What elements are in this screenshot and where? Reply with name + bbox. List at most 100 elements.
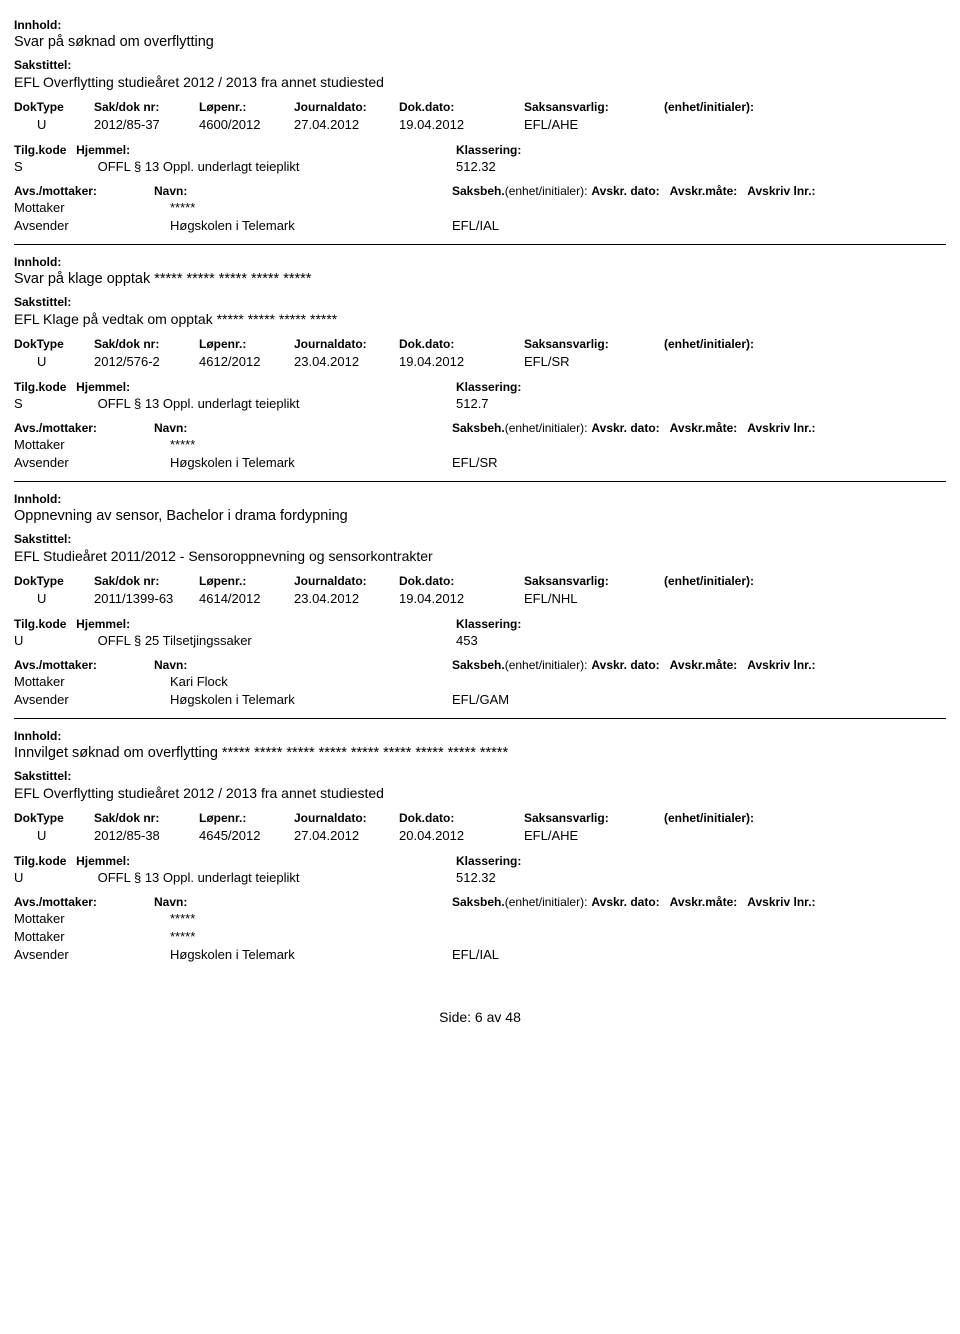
- hjemmel-header-row: Tilg.kode Hjemmel: Klassering:: [14, 616, 946, 631]
- tilgkode-value: S: [14, 159, 94, 174]
- innhold-label: Innhold:: [14, 492, 946, 506]
- saksansvarlig-value: EFL/NHL: [524, 591, 664, 606]
- sakstittel-label: Sakstittel:: [14, 532, 946, 546]
- klassering-label: Klassering:: [456, 854, 521, 868]
- dokdato-value: 19.04.2012: [399, 591, 524, 606]
- avsmottaker-label: Avs./mottaker:: [14, 658, 154, 672]
- party-role: Mottaker: [14, 911, 170, 926]
- avskriv-lnr-label: Avskriv lnr.:: [747, 658, 815, 672]
- journaldato-label: Journaldato:: [294, 337, 399, 351]
- party-name: Høgskolen i Telemark: [170, 692, 452, 707]
- tilgkode-value: U: [14, 633, 94, 648]
- tilgkode-label: Tilg.kode: [14, 380, 66, 394]
- navn-label: Navn:: [154, 421, 452, 435]
- innhold-label: Innhold:: [14, 729, 946, 743]
- sakstittel-value: EFL Overflytting studieåret 2012 / 2013 …: [14, 785, 946, 801]
- avsmottaker-label: Avs./mottaker:: [14, 895, 154, 909]
- dokdato-value: 20.04.2012: [399, 828, 524, 843]
- innhold-label: Innhold:: [14, 255, 946, 269]
- lopenr-label: Løpenr.:: [199, 574, 294, 588]
- hjemmel-value-row: U OFFL § 13 Oppl. underlagt teieplikt 51…: [14, 870, 946, 885]
- saksbeh-label: Saksbeh.(enhet/initialer):: [452, 895, 587, 909]
- saksansvarlig-label: Saksansvarlig:: [524, 100, 664, 114]
- party-role: Mottaker: [14, 437, 170, 452]
- sakdok-label: Sak/dok nr:: [94, 811, 199, 825]
- party-name: Høgskolen i Telemark: [170, 455, 452, 470]
- hjemmel-label: Hjemmel:: [76, 617, 130, 631]
- hjemmel-value: OFFL § 25 Tilsetjingssaker: [98, 633, 252, 648]
- sakdok-label: Sak/dok nr:: [94, 574, 199, 588]
- hjemmel-value-row: S OFFL § 13 Oppl. underlagt teieplikt 51…: [14, 159, 946, 174]
- avskriv-lnr-label: Avskriv lnr.:: [747, 421, 815, 435]
- party-role: Mottaker: [14, 674, 170, 689]
- party-role: Avsender: [14, 692, 170, 707]
- lopenr-value: 4612/2012: [199, 354, 294, 369]
- tilgkode-value: U: [14, 870, 94, 885]
- klassering-label: Klassering:: [456, 617, 521, 631]
- party-row: Mottaker *****: [14, 929, 946, 944]
- lopenr-label: Løpenr.:: [199, 337, 294, 351]
- hjemmel-header-row: Tilg.kode Hjemmel: Klassering:: [14, 853, 946, 868]
- sakdok-value: 2011/1399-63: [94, 591, 199, 606]
- sakdok-label: Sak/dok nr:: [94, 337, 199, 351]
- sakstittel-label: Sakstittel:: [14, 58, 946, 72]
- sakdok-value: 2012/85-38: [94, 828, 199, 843]
- dokdato-label: Dok.dato:: [399, 574, 524, 588]
- enhet-label: (enhet/initialer):: [664, 100, 814, 114]
- doktype-value: U: [37, 117, 94, 132]
- avskr-dato-label: Avskr. dato:: [591, 421, 659, 435]
- dokdato-label: Dok.dato:: [399, 100, 524, 114]
- doktype-label: DokType: [14, 574, 94, 588]
- sakstittel-label: Sakstittel:: [14, 769, 946, 783]
- tilgkode-label: Tilg.kode: [14, 617, 66, 631]
- avskriv-lnr-label: Avskriv lnr.:: [747, 184, 815, 198]
- tilgkode-label: Tilg.kode: [14, 143, 66, 157]
- hjemmel-label: Hjemmel:: [76, 380, 130, 394]
- party-header-row: Avs./mottaker: Navn: Saksbeh.(enhet/init…: [14, 895, 946, 909]
- party-row: Avsender Høgskolen i Telemark EFL/GAM: [14, 692, 946, 707]
- lopenr-value: 4645/2012: [199, 828, 294, 843]
- doktype-label: DokType: [14, 811, 94, 825]
- klassering-value: 453: [456, 633, 478, 648]
- saksbeh-label: Saksbeh.(enhet/initialer):: [452, 421, 587, 435]
- meta-value-row: U 2012/85-37 4600/2012 27.04.2012 19.04.…: [37, 117, 946, 132]
- party-role: Mottaker: [14, 200, 170, 215]
- journaldato-value: 23.04.2012: [294, 354, 399, 369]
- party-role: Avsender: [14, 455, 170, 470]
- page-footer: Side: 6 av 48: [14, 1009, 946, 1025]
- innhold-value: Oppnevning av sensor, Bachelor i drama f…: [14, 508, 946, 524]
- avskr-dato-label: Avskr. dato:: [591, 895, 659, 909]
- hjemmel-value-row: U OFFL § 25 Tilsetjingssaker 453: [14, 633, 946, 648]
- dokdato-value: 19.04.2012: [399, 354, 524, 369]
- navn-label: Navn:: [154, 895, 452, 909]
- saksbeh-label: Saksbeh.(enhet/initialer):: [452, 184, 587, 198]
- journaldato-value: 27.04.2012: [294, 828, 399, 843]
- party-role: Avsender: [14, 218, 170, 233]
- saksansvarlig-value: EFL/SR: [524, 354, 664, 369]
- klassering-value: 512.32: [456, 870, 496, 885]
- navn-label: Navn:: [154, 658, 452, 672]
- innhold-value: Svar på klage opptak ***** ***** ***** *…: [14, 271, 946, 287]
- enhet-label: (enhet/initialer):: [664, 574, 814, 588]
- innhold-label: Innhold:: [14, 18, 946, 32]
- tilgkode-label: Tilg.kode: [14, 854, 66, 868]
- dokdato-label: Dok.dato:: [399, 337, 524, 351]
- doktype-value: U: [37, 354, 94, 369]
- hjemmel-value: OFFL § 13 Oppl. underlagt teieplikt: [98, 870, 300, 885]
- journaldato-label: Journaldato:: [294, 574, 399, 588]
- saksansvarlig-label: Saksansvarlig:: [524, 811, 664, 825]
- party-row: Mottaker *****: [14, 200, 946, 215]
- journaldato-label: Journaldato:: [294, 811, 399, 825]
- lopenr-value: 4614/2012: [199, 591, 294, 606]
- party-row: Mottaker Kari Flock: [14, 674, 946, 689]
- party-role: Avsender: [14, 947, 170, 962]
- lopenr-value: 4600/2012: [199, 117, 294, 132]
- avskr-mate-label: Avskr.måte:: [670, 421, 738, 435]
- meta-header-row: DokType Sak/dok nr: Løpenr.: Journaldato…: [14, 811, 946, 825]
- journaldato-label: Journaldato:: [294, 100, 399, 114]
- avsmottaker-label: Avs./mottaker:: [14, 184, 154, 198]
- party-row: Avsender Høgskolen i Telemark EFL/SR: [14, 455, 946, 470]
- meta-header-row: DokType Sak/dok nr: Løpenr.: Journaldato…: [14, 574, 946, 588]
- sakstittel-value: EFL Klage på vedtak om opptak ***** ****…: [14, 311, 946, 327]
- avskr-dato-label: Avskr. dato:: [591, 658, 659, 672]
